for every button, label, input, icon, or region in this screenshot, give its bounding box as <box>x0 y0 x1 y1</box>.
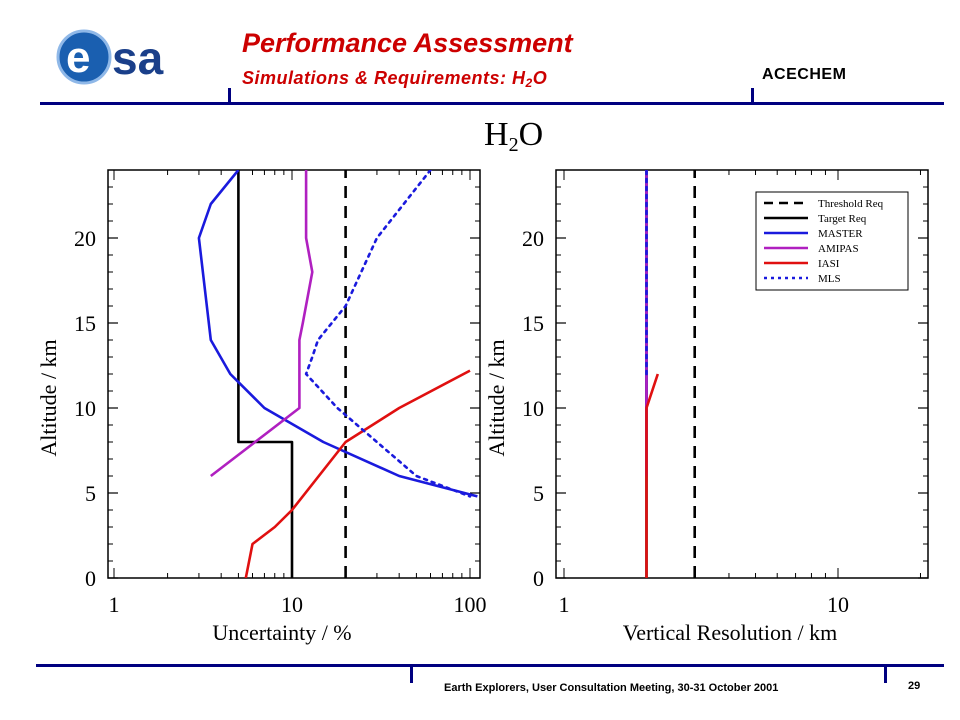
y-axis-label: Altitude / km <box>36 339 61 456</box>
y-tick-label: 0 <box>533 566 544 591</box>
x-tick-label: 1 <box>559 592 570 617</box>
plot-frame <box>107 169 481 579</box>
y-tick-label: 15 <box>522 311 544 336</box>
series-group <box>645 170 697 578</box>
footer-rule <box>36 664 944 667</box>
x-axis-label: Uncertainty / % <box>212 620 351 645</box>
y-tick-label: 10 <box>522 396 544 421</box>
svg-text:e: e <box>66 33 90 82</box>
x-tick-label: 10 <box>281 592 303 617</box>
y-tick-label: 20 <box>74 226 96 251</box>
legend-label: AMIPAS <box>818 243 859 255</box>
heading-main: H <box>484 116 509 153</box>
y-tick-label: 5 <box>85 481 96 506</box>
subtitle-tail: O <box>532 68 548 88</box>
series-line-master <box>197 170 478 498</box>
header-tick-left <box>228 88 231 102</box>
x-tick-label: 1 <box>109 592 120 617</box>
y-tick-label: 0 <box>85 566 96 591</box>
legend-label: Threshold Req <box>818 198 884 210</box>
series-line-mls <box>304 170 472 498</box>
subtitle-text: Simulations & Requirements: H <box>242 68 526 88</box>
chart-2: 0 5 10 15 20 1 10 Vertical Resolution / km Altit… <box>484 169 929 645</box>
legend-label: MASTER <box>818 228 863 240</box>
y-tick-label: 5 <box>533 481 544 506</box>
legend-label: IASI <box>818 258 840 270</box>
x-axis-label: Vertical Resolution / km <box>623 620 837 645</box>
subtitle-subscript: 2 <box>525 76 533 90</box>
project-name: ACECHEM <box>762 66 847 83</box>
legend-label: Target Req <box>818 213 867 225</box>
esa-logo: e sa <box>54 24 214 90</box>
series-group <box>197 170 478 578</box>
y-tick-label: 15 <box>74 311 96 336</box>
chart-1: 0 5 10 15 20 1 10 100 Uncertainty / % Altitude / … <box>36 169 487 645</box>
esa-logo-graphic: e sa <box>56 29 164 85</box>
footer-text: Earth Explorers, User Consultation Meeti… <box>444 682 779 694</box>
header-rule <box>40 102 944 105</box>
y-tick-label: 10 <box>74 396 96 421</box>
y-tick-label: 20 <box>522 226 544 251</box>
series-line-amipas <box>210 170 314 478</box>
page-number: 29 <box>908 680 921 692</box>
page-title: Performance Assessment <box>242 28 573 58</box>
footer-tick-right <box>884 667 887 683</box>
series-line-iasi <box>645 373 660 578</box>
header-tick-right <box>751 88 754 102</box>
heading-tail: O <box>518 116 544 153</box>
page-subtitle: Simulations & Requirements: H2O <box>242 68 547 90</box>
y-axis-label: Altitude / km <box>484 339 509 456</box>
x-tick-label: 100 <box>454 592 487 617</box>
legend-box <box>755 191 909 291</box>
chart-heading: H2O <box>484 116 543 157</box>
legend-label: MLS <box>818 273 841 285</box>
x-tick-label: 10 <box>827 592 849 617</box>
series-line-iasi <box>244 369 471 578</box>
svg-text:sa: sa <box>112 32 164 84</box>
footer-tick-left <box>410 667 413 683</box>
heading-subscript: 2 <box>508 134 519 156</box>
